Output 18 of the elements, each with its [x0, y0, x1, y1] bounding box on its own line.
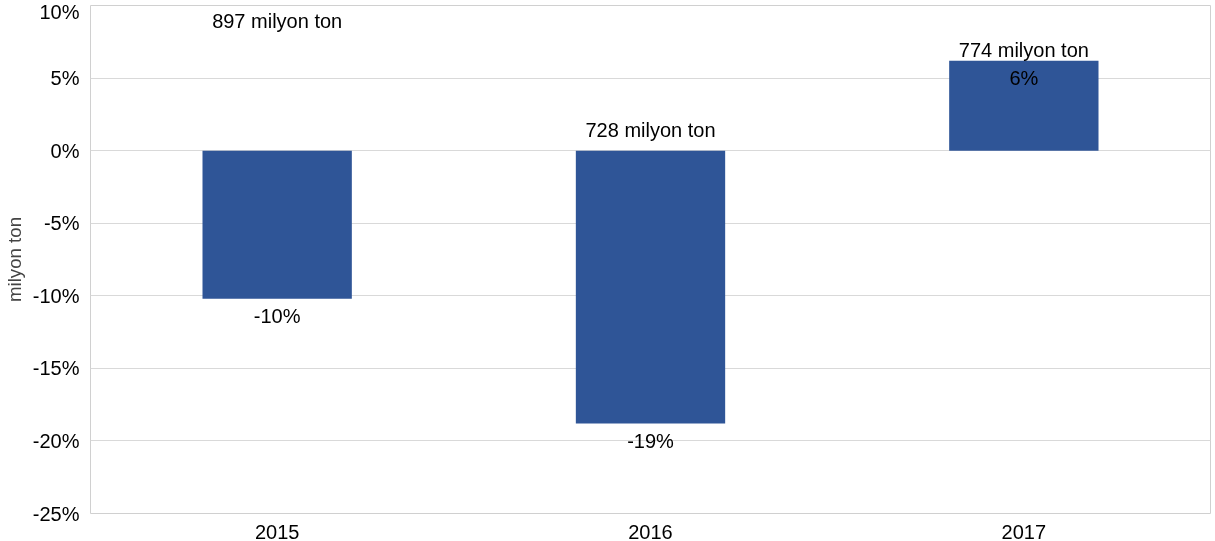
y-tick-label: -5%: [43, 212, 80, 235]
data-label: 6%: [1009, 67, 1039, 90]
x-tick-label: 2016: [628, 520, 673, 541]
y-tick-label: 10%: [39, 0, 80, 23]
y-tick-label: -25%: [32, 502, 80, 525]
y-tick-label: 0%: [50, 139, 80, 162]
y-tick-label: -10%: [32, 284, 80, 307]
annotation: 774 milyon ton: [958, 39, 1089, 62]
x-tick-label: 2017: [1001, 520, 1047, 541]
annotation: 728 milyon ton: [585, 119, 716, 142]
data-label: -19%: [627, 429, 675, 452]
y-axis-title: milyon ton: [3, 216, 25, 303]
y-tick-label: -20%: [32, 429, 80, 452]
data-label: -10%: [253, 305, 301, 328]
y-tick-label: -15%: [32, 357, 80, 380]
y-tick-label: 5%: [50, 67, 80, 90]
x-tick-label: 2015: [254, 520, 300, 541]
annotation: 897 milyon ton: [212, 9, 343, 32]
